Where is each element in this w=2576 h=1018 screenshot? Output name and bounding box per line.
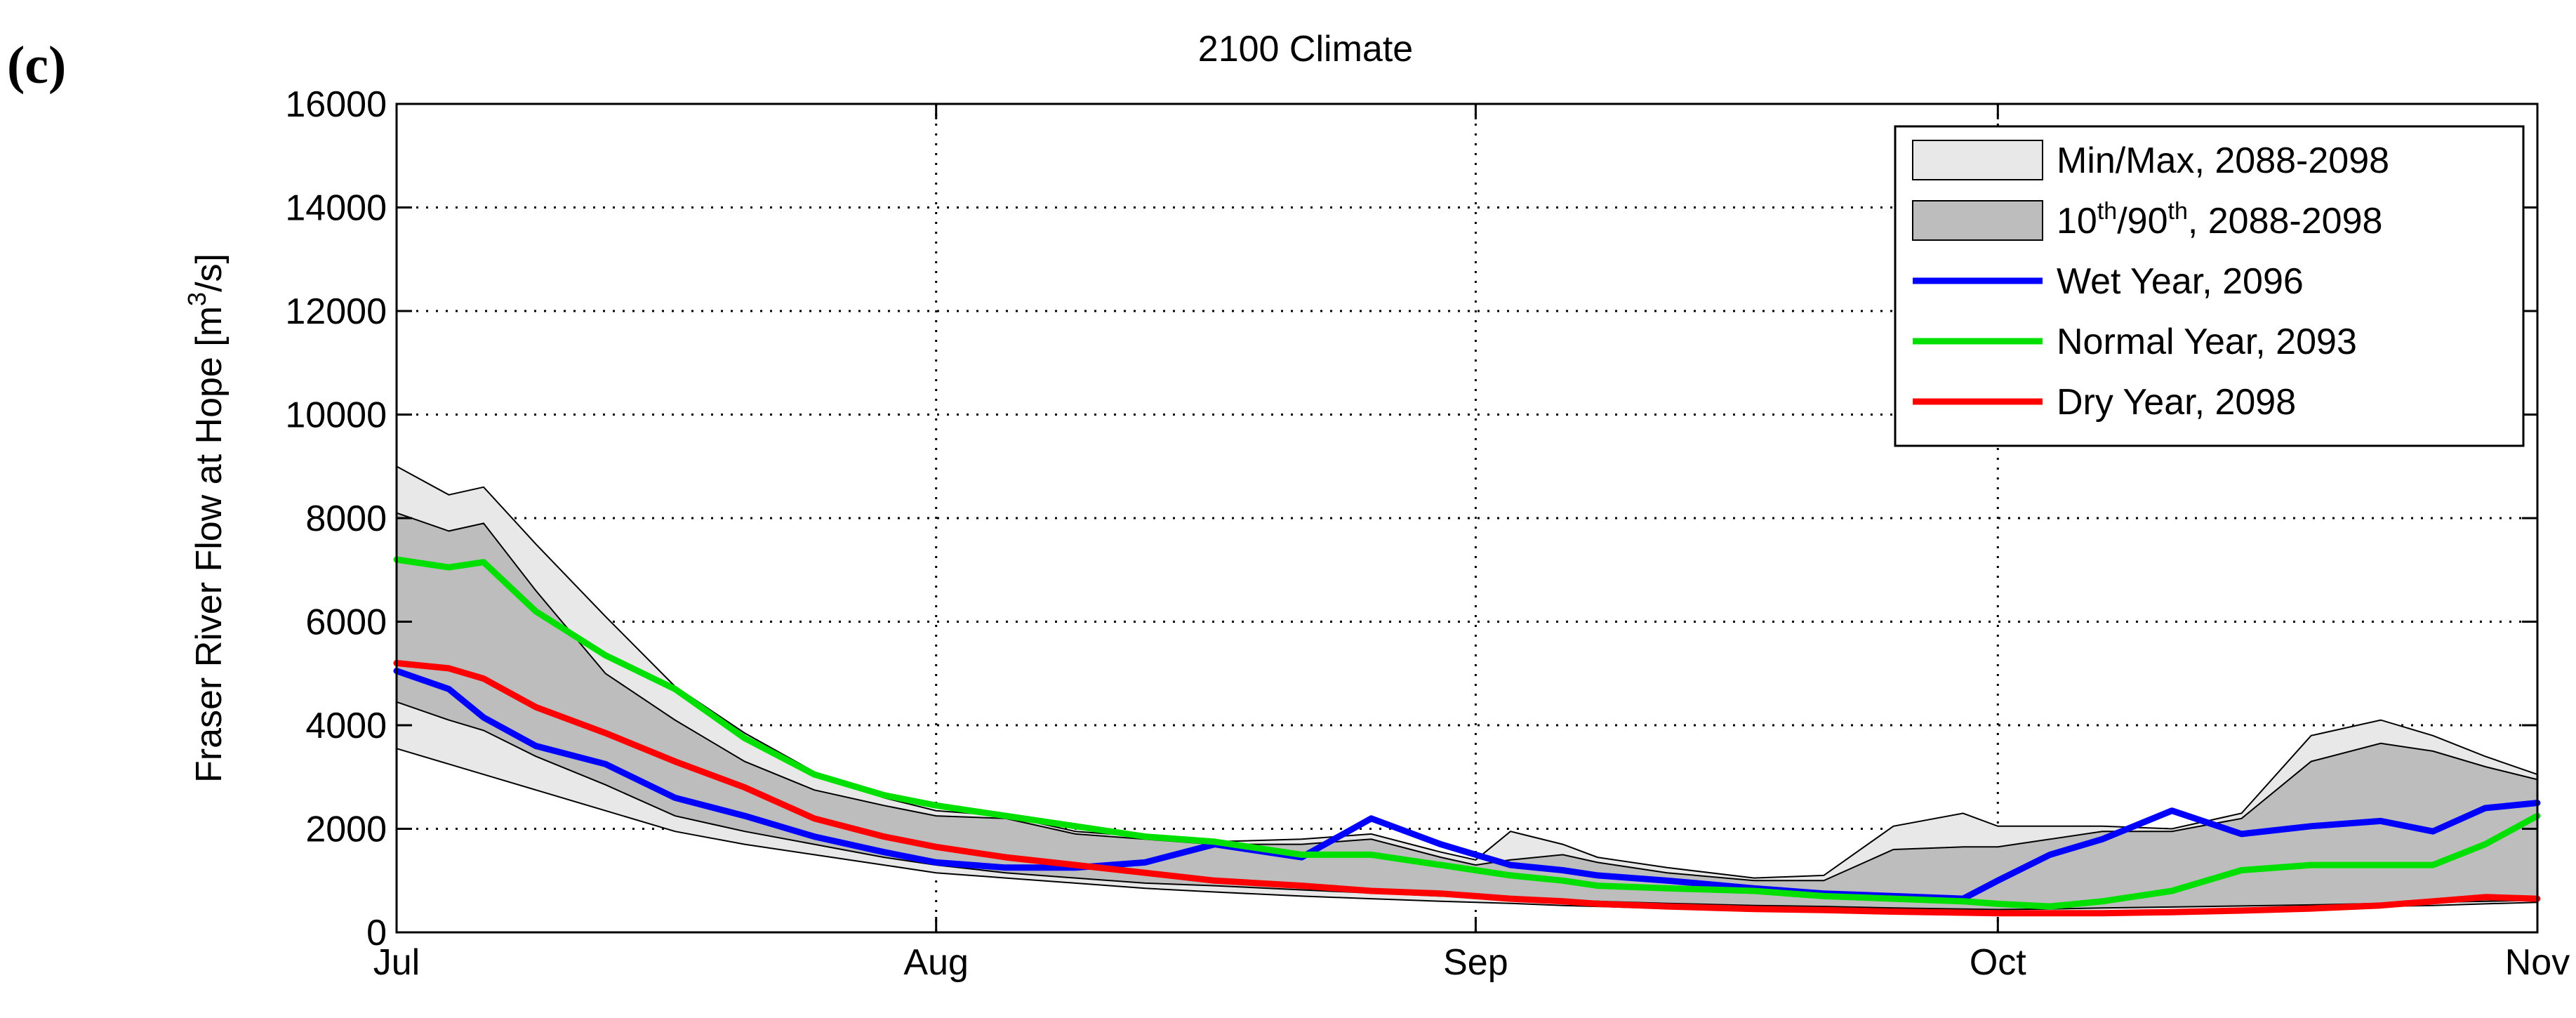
panel-label: (c) — [7, 36, 66, 95]
x-tick-label: Oct — [1970, 942, 2026, 983]
legend-label-part: , 2088-2098 — [2188, 201, 2383, 242]
legend-label-p1090: 10th/90th, 2088-2098 — [2057, 198, 2382, 242]
x-tick-label: Jul — [373, 942, 420, 983]
y-tick-label: 16000 — [285, 84, 387, 125]
y-tick-label: 10000 — [285, 395, 387, 436]
y-tick-label: 2000 — [305, 809, 387, 850]
chart-title: 2100 Climate — [1198, 29, 1413, 70]
y-tick-label: 0 — [366, 913, 387, 953]
legend-label-dry: Dry Year, 2098 — [2057, 382, 2296, 423]
x-tick-label: Nov — [2505, 942, 2570, 983]
dry-year-line — [393, 660, 2541, 917]
legend-label-normal: Normal Year, 2093 — [2057, 322, 2357, 362]
x-tick-label: Aug — [903, 942, 969, 983]
legend-label-part: /90 — [2117, 201, 2167, 242]
y-tick-label: 12000 — [285, 291, 387, 332]
legend-label-part: 10 — [2057, 201, 2097, 242]
y-axis-label-main: Fraser River Flow at Hope [m — [189, 306, 230, 783]
legend-label-part: th — [2097, 198, 2117, 225]
x-tick-label: Sep — [1443, 942, 1508, 983]
legend-swatch-p1090 — [1912, 200, 2043, 241]
p10-p90-band — [397, 513, 2537, 910]
series-layer — [393, 556, 2541, 917]
normal-year-line — [393, 556, 2541, 910]
legend-label-minmax: Min/Max, 2088-2098 — [2057, 140, 2389, 181]
y-tick-label: 8000 — [305, 498, 387, 539]
y-axis-label-sup: 3 — [182, 292, 211, 306]
y-axis-label: Fraser River Flow at Hope [m3/s] — [182, 253, 230, 783]
legend-label-wet: Wet Year, 2096 — [2057, 261, 2304, 302]
y-axis-label-tail: /s] — [189, 253, 230, 292]
legend-label-part: th — [2168, 198, 2188, 225]
wet-year-line — [393, 668, 2541, 902]
minmax-upper-edge — [396, 465, 2538, 879]
tick-layer: 0 2000 4000 6000 8000 10000 12000 14000 16000 Jul… — [285, 84, 2570, 983]
y-tick-label: 6000 — [305, 602, 387, 643]
legend-swatch-minmax — [1912, 140, 2043, 180]
band-layer — [396, 465, 2538, 915]
y-tick-label: 14000 — [285, 188, 387, 229]
y-tick-label: 4000 — [305, 706, 387, 746]
